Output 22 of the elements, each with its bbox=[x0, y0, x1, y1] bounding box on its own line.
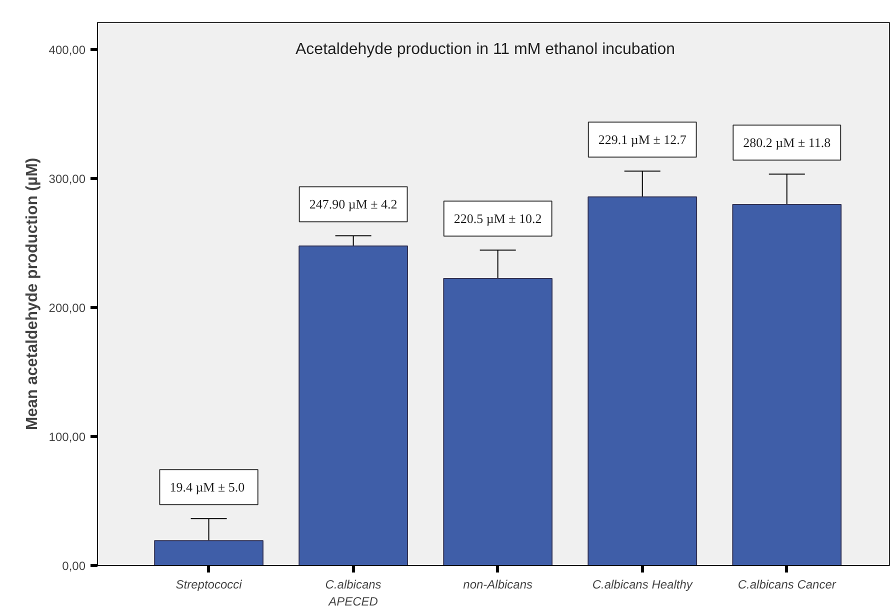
y-tick-label: 100,00 bbox=[48, 430, 86, 444]
bar bbox=[154, 540, 264, 566]
annotation: 220.5 µM ± 10.2 bbox=[454, 211, 542, 226]
y-tick-label: 0,00 bbox=[62, 559, 86, 573]
x-tick-label: Streptococci bbox=[176, 578, 242, 592]
x-tick-label: C.albicans APECED bbox=[325, 578, 382, 608]
bar bbox=[298, 246, 408, 566]
text: Acetaldehyde production in 11 mM ethanol incubation bbox=[296, 41, 676, 58]
x-tick-label: non-Albicans bbox=[463, 578, 533, 592]
y-axis-title: Mean acetaldehyde production (µM) bbox=[24, 158, 41, 430]
annotation: 19.4 µM ± 5.0 bbox=[170, 480, 245, 495]
annotation: 280.2 µM ± 11.8 bbox=[743, 135, 831, 150]
bar bbox=[443, 278, 553, 566]
y-tick-label: 200,00 bbox=[48, 301, 86, 316]
annotation: 229.1 µM ± 12.7 bbox=[598, 132, 687, 148]
y-tick-label: 400,00 bbox=[48, 43, 86, 58]
bar bbox=[732, 204, 842, 566]
bar bbox=[588, 196, 698, 566]
annotation: 247.90 µM ± 4.2 bbox=[309, 196, 398, 212]
x-tick-label: C.albicans Cancer bbox=[738, 578, 837, 592]
x-tick-label: C.albicans Healthy bbox=[592, 578, 694, 592]
y-tick-label: 300,00 bbox=[48, 172, 86, 186]
